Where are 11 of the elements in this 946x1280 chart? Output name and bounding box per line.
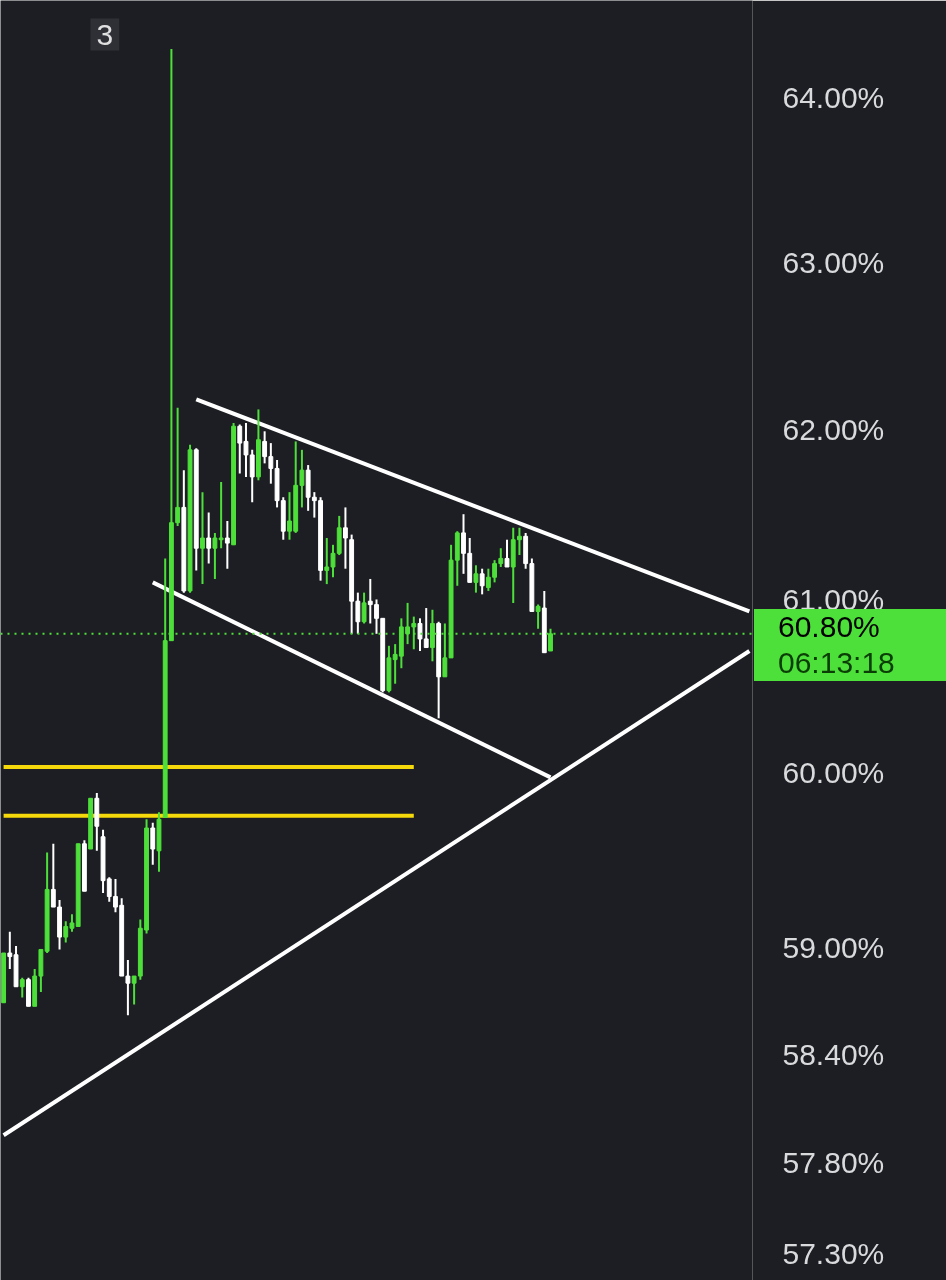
y-tick-label: 64.00%	[782, 81, 885, 115]
text: 06:13:18	[754, 645, 946, 681]
y-tick-label: 57.30%	[782, 1236, 885, 1270]
y-tick-label: 57.80%	[782, 1145, 885, 1179]
ref-line-label: 60.80%	[754, 609, 946, 645]
y-tick-label: 59.00%	[782, 931, 885, 965]
y-tick-label: 63.00%	[782, 245, 885, 279]
y-tick-label: 58.40%	[782, 1037, 885, 1071]
y-tick-label: 60.00%	[782, 755, 885, 789]
annotation: 3	[96, 17, 114, 51]
y-tick-label: 62.00%	[782, 413, 885, 447]
